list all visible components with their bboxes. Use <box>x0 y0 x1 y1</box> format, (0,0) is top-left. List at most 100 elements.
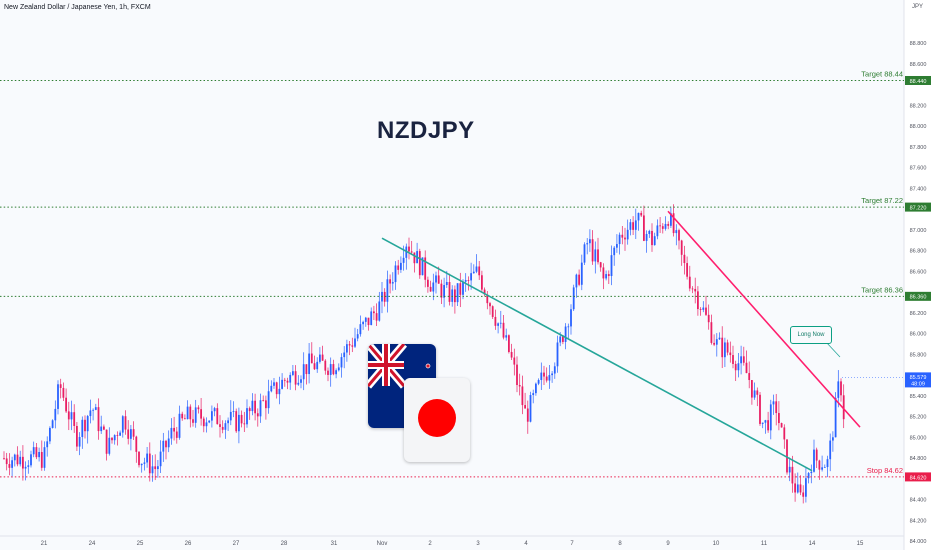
candle-body <box>767 420 769 431</box>
candle-body <box>751 380 753 398</box>
candle-body <box>235 411 238 432</box>
candle-body <box>211 411 213 421</box>
candle-body <box>489 303 491 307</box>
candle-body <box>251 400 254 412</box>
candle-body <box>184 418 186 420</box>
candle-body <box>278 388 281 395</box>
candle-body <box>599 262 602 268</box>
candle-body <box>89 410 92 417</box>
price-tick-label: 86.000 <box>910 332 927 338</box>
candle-body <box>613 247 616 256</box>
time-axis-label: Nov <box>377 541 388 547</box>
candle-body <box>578 274 580 285</box>
candle-body <box>57 384 59 409</box>
candle-body <box>643 215 645 241</box>
candle-body <box>200 409 202 419</box>
candle-body <box>359 324 362 335</box>
candle-body <box>62 387 65 398</box>
candle-body <box>632 222 634 230</box>
candle-body <box>826 459 829 468</box>
candle-body <box>86 416 89 432</box>
candle-body <box>815 449 818 461</box>
candle-body <box>618 234 621 245</box>
candle-body <box>443 285 445 298</box>
candle-body <box>535 383 537 394</box>
stop-price-tag <box>905 472 931 482</box>
long-now-callout[interactable]: Long Now <box>790 326 832 344</box>
candle-body <box>165 440 167 448</box>
candle-body <box>246 408 248 425</box>
candle-body <box>49 427 51 442</box>
candle-body <box>610 255 613 277</box>
candle-body <box>43 447 46 468</box>
candle-body <box>529 395 532 422</box>
candle-body <box>162 440 165 452</box>
candle-body <box>705 307 707 315</box>
candle-body <box>651 230 653 246</box>
price-tick-label: 87.800 <box>910 145 927 151</box>
price-tick-label: 86.200 <box>910 311 927 317</box>
candle-body <box>254 400 256 414</box>
candle-body <box>537 380 540 384</box>
time-axis-label: 21 <box>41 541 48 547</box>
candle-body <box>734 363 737 371</box>
candle-body <box>772 401 775 405</box>
candle-body <box>5 458 8 465</box>
candle-body <box>497 323 499 326</box>
candle-body <box>521 386 524 406</box>
candle-body <box>327 370 329 375</box>
candle-body <box>626 229 629 240</box>
candle-body <box>464 280 467 282</box>
candle-body <box>267 391 270 409</box>
pair-title: NZDJPY <box>377 117 475 144</box>
candle-body <box>629 222 632 230</box>
candle-body <box>483 289 486 295</box>
target-2-price-tag <box>905 202 931 212</box>
candle-body <box>81 419 84 437</box>
candle-body <box>505 335 508 338</box>
candle-body <box>640 212 643 216</box>
candle-body <box>545 376 548 381</box>
candle-body <box>740 356 742 364</box>
candle-body <box>837 381 840 398</box>
candle-body <box>337 367 340 371</box>
candle-body <box>175 431 178 438</box>
price-tick-label: 84.200 <box>910 518 927 524</box>
candle-body <box>732 355 734 364</box>
candle-body <box>653 236 656 246</box>
candle-body <box>753 390 756 398</box>
candle-body <box>586 243 589 245</box>
candle-body <box>794 483 796 493</box>
candle-body <box>16 454 19 465</box>
candle-body <box>526 408 529 422</box>
candle-body <box>821 467 823 470</box>
candle-body <box>823 467 826 468</box>
candle-body <box>424 257 427 280</box>
candle-body <box>667 223 670 226</box>
price-tick-label: 88.600 <box>910 62 927 68</box>
candle-body <box>432 282 435 292</box>
candle-body <box>356 334 359 339</box>
candle-body <box>508 335 510 352</box>
time-axis-label: 26 <box>185 541 192 547</box>
time-axis-label: 2 <box>428 541 432 547</box>
candle-body <box>467 280 470 281</box>
candle-body <box>418 251 421 276</box>
candle-body <box>802 492 805 497</box>
price-tick-label: 84.400 <box>910 498 927 504</box>
candle-body <box>607 274 610 277</box>
candle-body <box>97 407 100 432</box>
candle-body <box>761 422 764 424</box>
candle-body <box>659 225 661 227</box>
candle-body <box>680 240 683 255</box>
symbol-title: New Zealand Dollar / Japanese Yen, 1h, F… <box>4 4 151 11</box>
target-2-label: Target 87.22 <box>861 196 903 205</box>
candle-body <box>462 281 464 295</box>
candle-body <box>694 288 697 292</box>
candle-body <box>764 420 767 423</box>
candle-body <box>783 427 786 440</box>
price-tick-label: 85.800 <box>910 352 927 358</box>
candle-body <box>402 257 405 263</box>
candle-body <box>292 371 294 375</box>
